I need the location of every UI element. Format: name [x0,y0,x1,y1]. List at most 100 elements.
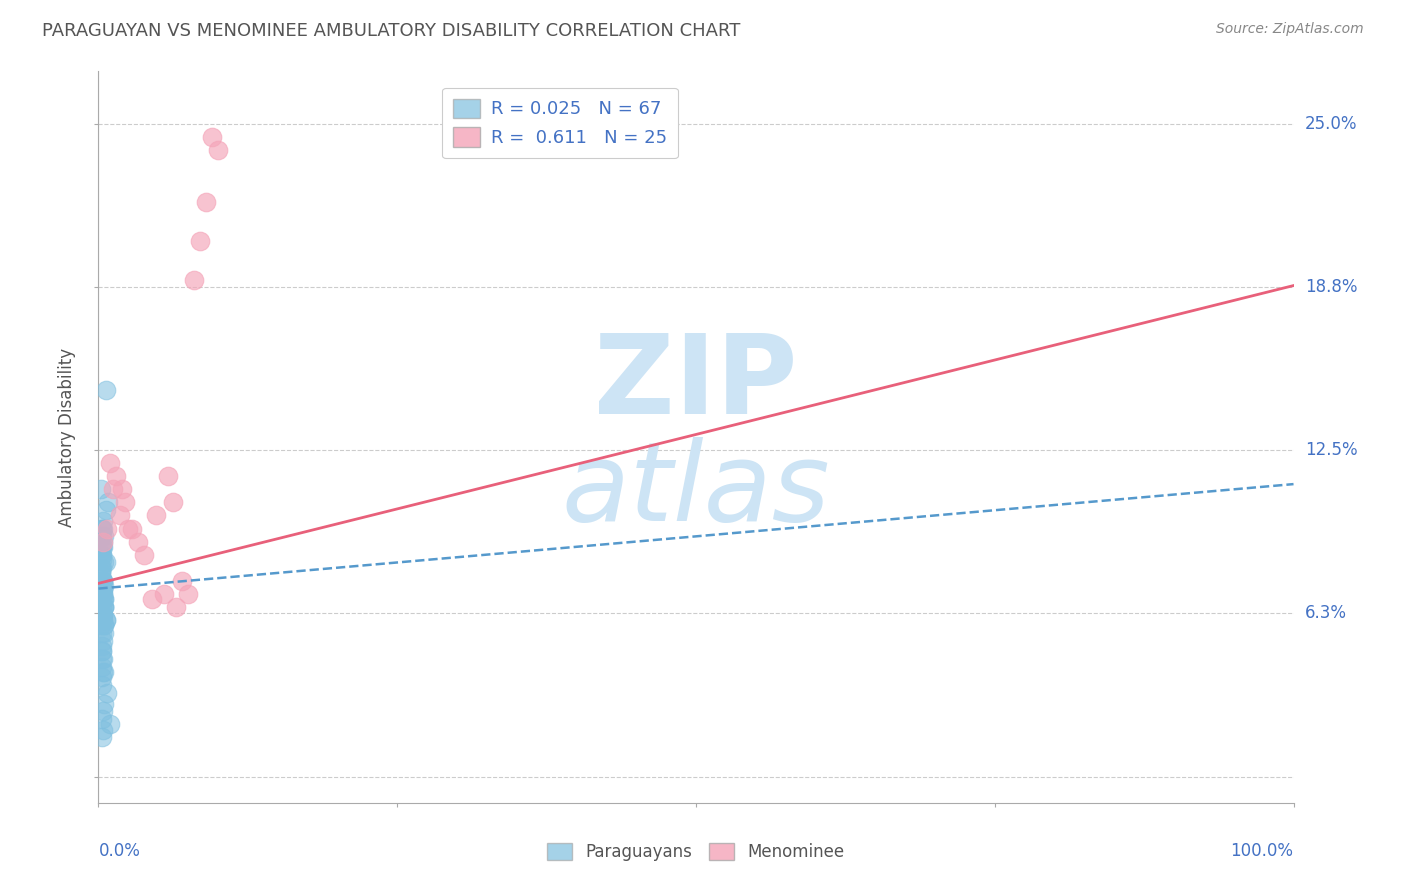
Menominee [108,508,131,523]
Paraguayans [93,618,115,632]
Paraguayans [90,560,112,574]
Paraguayans [91,582,114,596]
Menominee [165,599,187,614]
Paraguayans [90,618,112,632]
Paraguayans [91,587,114,601]
Paraguayans [91,644,114,658]
Paraguayans [91,540,114,554]
Menominee [114,495,136,509]
Y-axis label: Ambulatory Disability: Ambulatory Disability [58,348,76,526]
Menominee [156,469,179,483]
Paraguayans [91,712,114,726]
Paraguayans [97,495,120,509]
Paraguayans [91,574,114,588]
Menominee [153,587,176,601]
Text: 0.0%: 0.0% [98,842,141,860]
Paraguayans [90,587,112,601]
Menominee [183,273,205,287]
Paraguayans [93,592,115,607]
Paraguayans [94,613,117,627]
Paraguayans [91,574,114,588]
Text: ZIP: ZIP [595,330,797,437]
Paraguayans [91,613,114,627]
Paraguayans [91,633,114,648]
Paraguayans [91,639,114,653]
Paraguayans [91,553,114,567]
Menominee [132,548,155,562]
Menominee [91,534,114,549]
Paraguayans [91,582,114,596]
Menominee [195,194,218,209]
Paraguayans [90,566,112,580]
Menominee [145,508,167,523]
Paraguayans [91,521,114,535]
Paraguayans [91,592,114,607]
Menominee [207,143,229,157]
Paraguayans [91,521,114,535]
Paraguayans [91,587,114,601]
Paraguayans [91,548,114,562]
Menominee [105,469,128,483]
Paraguayans [94,613,117,627]
Paraguayans [93,556,115,570]
Paraguayans [93,599,115,614]
Paraguayans [91,599,114,614]
Text: PARAGUAYAN VS MENOMINEE AMBULATORY DISABILITY CORRELATION CHART: PARAGUAYAN VS MENOMINEE AMBULATORY DISAB… [42,22,741,40]
Paraguayans [93,626,115,640]
Paraguayans [91,560,114,574]
Paraguayans [91,660,114,674]
Paraguayans [94,383,117,397]
Paraguayans [90,483,112,497]
Text: 12.5%: 12.5% [1305,442,1357,459]
Menominee [117,521,139,535]
Paraguayans [93,599,115,614]
Legend: Paraguayans, Menominee: Paraguayans, Menominee [541,836,851,868]
Paraguayans [93,599,115,614]
Paraguayans [91,607,114,622]
Menominee [172,574,194,588]
Paraguayans [93,592,115,607]
Paraguayans [91,705,114,719]
Text: atlas: atlas [561,437,831,544]
Paraguayans [91,540,114,554]
Paraguayans [93,579,115,593]
Paraguayans [91,678,114,692]
Menominee [188,234,211,248]
Paraguayans [94,556,117,570]
Paraguayans [91,644,114,658]
Paraguayans [91,731,114,745]
Paraguayans [91,670,114,684]
Text: 25.0%: 25.0% [1305,114,1357,133]
Text: 18.8%: 18.8% [1305,278,1357,296]
Paraguayans [91,665,114,680]
Menominee [98,456,122,470]
Paraguayans [91,529,114,543]
Paraguayans [93,618,115,632]
Paraguayans [91,652,114,666]
Menominee [177,587,200,601]
Paraguayans [91,626,114,640]
Menominee [127,534,149,549]
Menominee [162,495,184,509]
Paraguayans [91,574,114,588]
Paraguayans [91,607,114,622]
Paraguayans [90,566,112,580]
Text: 6.3%: 6.3% [1305,605,1347,623]
Paraguayans [91,652,114,666]
Paraguayans [91,521,114,535]
Text: Source: ZipAtlas.com: Source: ZipAtlas.com [1216,22,1364,37]
Paraguayans [91,540,114,554]
Menominee [141,592,163,607]
Menominee [101,483,124,497]
Menominee [96,521,118,535]
Paraguayans [93,529,115,543]
Paraguayans [93,665,115,680]
Paraguayans [94,503,117,517]
Paraguayans [98,717,122,731]
Paraguayans [91,723,114,737]
Paraguayans [93,697,115,711]
Menominee [111,483,134,497]
Paraguayans [91,514,114,528]
Text: 100.0%: 100.0% [1230,842,1294,860]
Paraguayans [91,534,114,549]
